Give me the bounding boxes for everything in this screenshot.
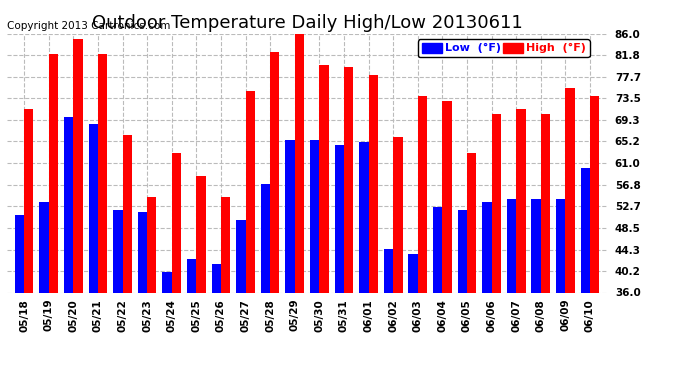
Title: Outdoor Temperature Daily High/Low 20130611: Outdoor Temperature Daily High/Low 20130…	[92, 14, 522, 32]
Bar	[368, 75, 378, 375]
Bar	[88, 124, 98, 375]
Bar	[73, 39, 83, 375]
Bar	[187, 259, 197, 375]
Bar	[580, 168, 590, 375]
Bar	[49, 54, 58, 375]
Bar	[295, 34, 304, 375]
Bar	[491, 114, 501, 375]
Bar	[113, 210, 123, 375]
Bar	[14, 215, 24, 375]
Bar	[565, 88, 575, 375]
Bar	[172, 153, 181, 375]
Bar	[123, 135, 132, 375]
Bar	[319, 65, 328, 375]
Bar	[162, 272, 172, 375]
Legend: Low  (°F), High  (°F): Low (°F), High (°F)	[418, 39, 590, 57]
Bar	[408, 254, 417, 375]
Bar	[393, 137, 402, 375]
Bar	[197, 176, 206, 375]
Bar	[221, 197, 230, 375]
Bar	[507, 200, 516, 375]
Bar	[270, 52, 279, 375]
Bar	[541, 114, 550, 375]
Bar	[417, 96, 427, 375]
Bar	[24, 109, 34, 375]
Bar	[344, 68, 353, 375]
Bar	[261, 184, 270, 375]
Bar	[246, 91, 255, 375]
Bar	[359, 142, 368, 375]
Bar	[98, 54, 107, 375]
Bar	[286, 140, 295, 375]
Bar	[236, 220, 246, 375]
Bar	[482, 202, 491, 375]
Bar	[556, 200, 565, 375]
Bar	[467, 153, 476, 375]
Bar	[310, 140, 319, 375]
Bar	[64, 117, 73, 375]
Bar	[442, 101, 452, 375]
Bar	[384, 249, 393, 375]
Bar	[147, 197, 157, 375]
Bar	[531, 200, 541, 375]
Bar	[335, 145, 344, 375]
Bar	[39, 202, 49, 375]
Bar	[138, 212, 147, 375]
Bar	[433, 207, 442, 375]
Text: Copyright 2013 Cartronics.com: Copyright 2013 Cartronics.com	[7, 21, 170, 31]
Bar	[212, 264, 221, 375]
Bar	[516, 109, 526, 375]
Bar	[590, 96, 600, 375]
Bar	[457, 210, 467, 375]
